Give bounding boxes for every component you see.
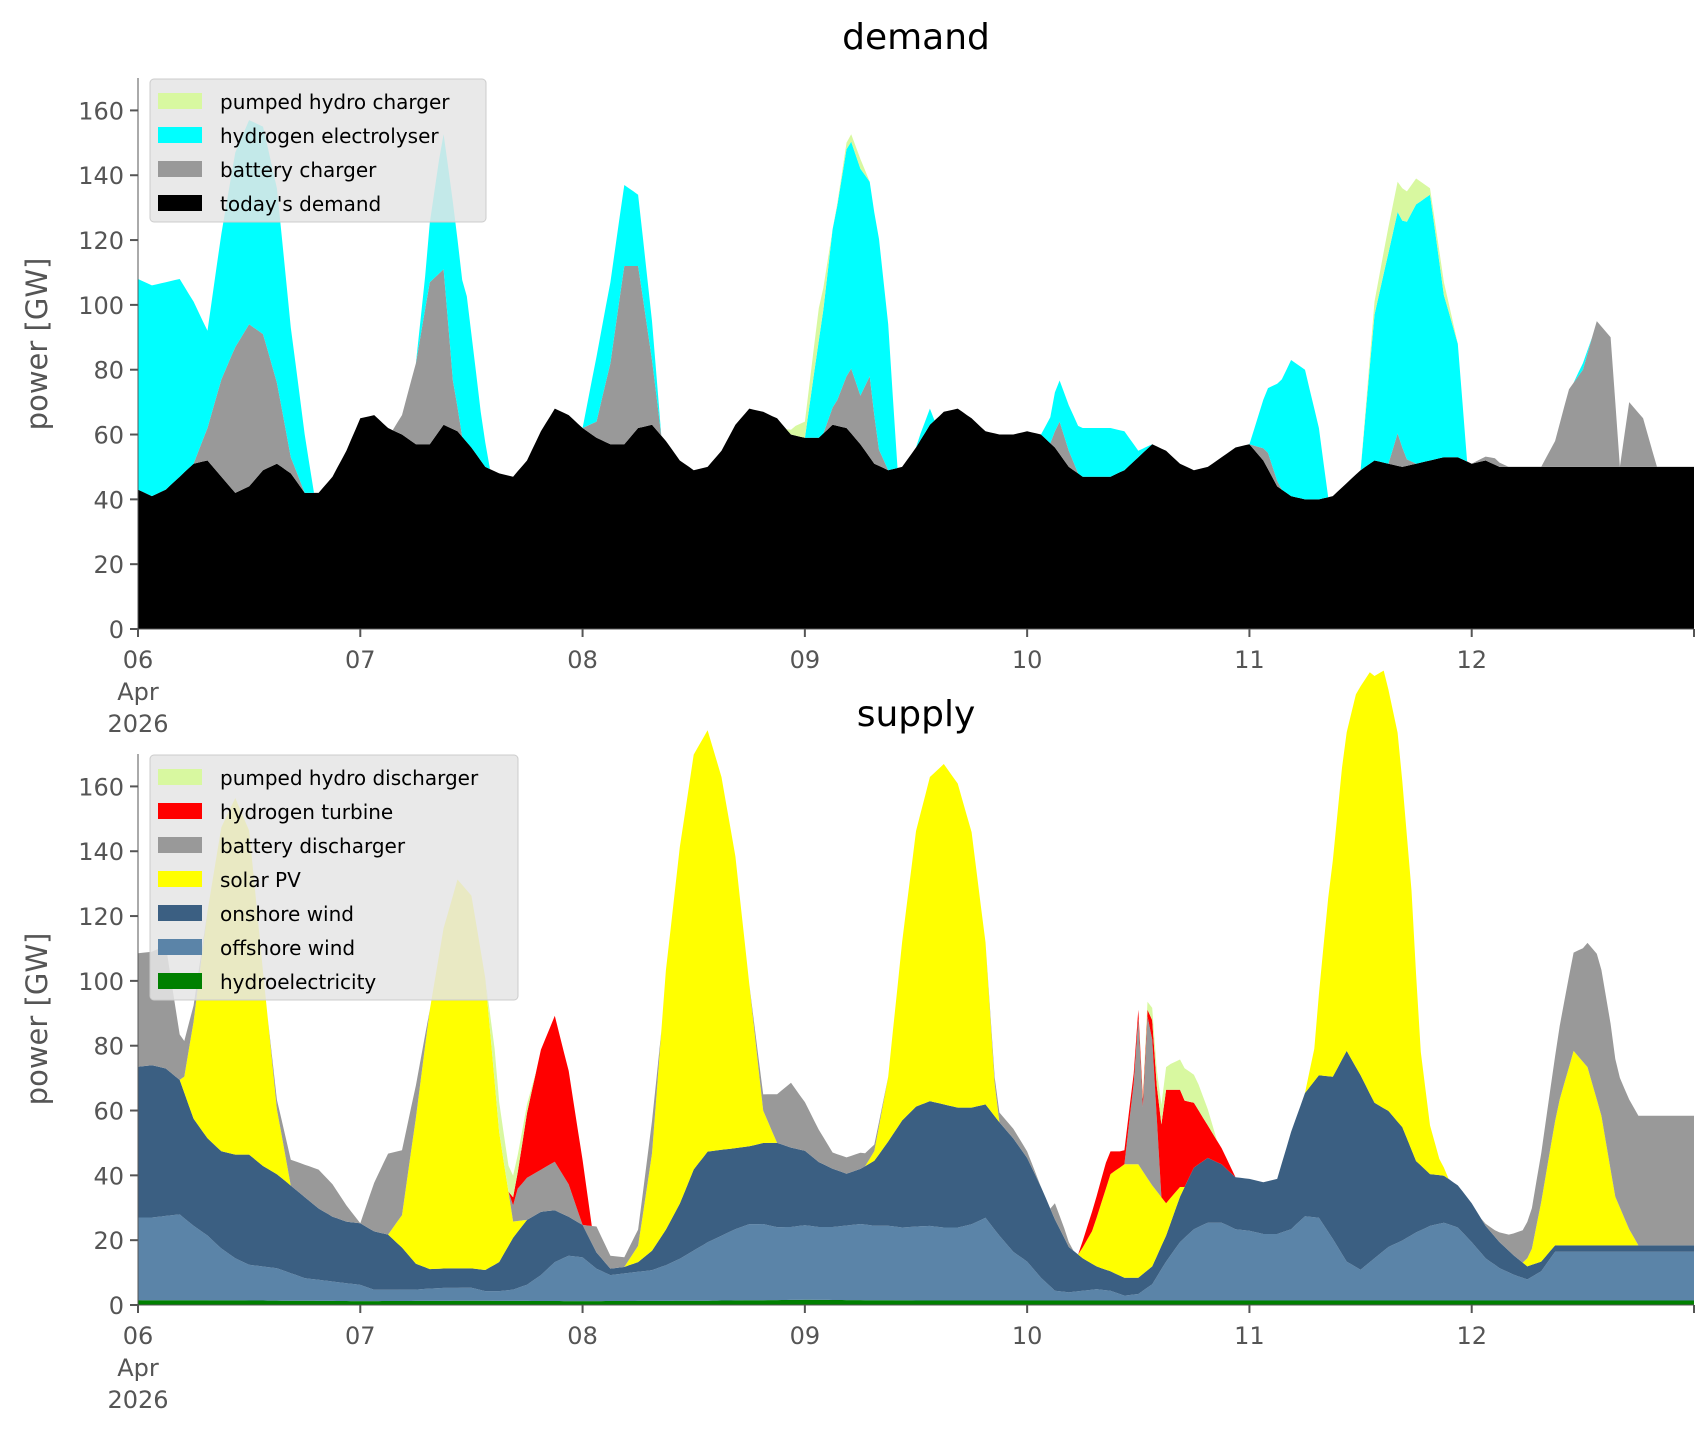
demand-y-axis: 0 20 40 60 80 100 120 140 160 bbox=[78, 78, 139, 644]
demand-x-tick-label: 08 bbox=[567, 646, 598, 674]
supply-legend-label-battery-discharger: battery discharger bbox=[220, 834, 406, 858]
demand-chart-title: demand bbox=[842, 17, 990, 58]
demand-y-tick-label: 0 bbox=[109, 616, 124, 644]
demand-legend: pumped hydro charger hydrogen electrolyse… bbox=[149, 78, 487, 223]
supply-y-tick-label: 20 bbox=[93, 1227, 124, 1255]
demand-legend-box bbox=[149, 78, 487, 223]
demand-plot-area bbox=[138, 120, 1694, 629]
supply-series-offshore-wind bbox=[138, 1214, 1694, 1302]
demand-series-layer bbox=[138, 120, 1694, 629]
demand-x-tick-label: 09 bbox=[790, 646, 821, 674]
demand-x-tick-label: 11 bbox=[1234, 646, 1265, 674]
demand-legend-swatch-pumped-hydro-charger bbox=[158, 93, 202, 109]
supply-legend-swatch-solar-pv bbox=[158, 871, 202, 887]
demand-legend-label-pumped-hydro-charger: pumped hydro charger bbox=[220, 90, 450, 114]
demand-y-tick-label: 40 bbox=[93, 486, 124, 514]
demand-x-tick-label: 06 bbox=[123, 646, 154, 674]
demand-series-battery-charger bbox=[138, 266, 1694, 500]
supply-x-tick-label: 11 bbox=[1234, 1322, 1265, 1350]
supply-y-tick-label: 60 bbox=[93, 1098, 124, 1126]
demand-y-tick-label: 160 bbox=[78, 97, 124, 125]
supply-legend-label-hydroelectricity: hydroelectricity bbox=[220, 970, 376, 994]
supply-legend-swatch-offshore-wind bbox=[158, 939, 202, 955]
supply-legend-label-onshore-wind: onshore wind bbox=[220, 902, 354, 926]
supply-x-tick-label: Apr bbox=[117, 1354, 159, 1382]
supply-chart-title: supply bbox=[857, 694, 976, 735]
demand-y-tick-label: 100 bbox=[78, 292, 124, 320]
demand-x-tick-label: 07 bbox=[345, 646, 376, 674]
demand-x-tick-label: 12 bbox=[1456, 646, 1487, 674]
demand-x-tick-label: Apr bbox=[117, 678, 159, 706]
supply-legend-swatch-pumped-hydro-discharger bbox=[158, 769, 202, 785]
demand-x-tick-label: 10 bbox=[1012, 646, 1043, 674]
supply-series-pumped-hydro-discharger bbox=[138, 670, 1694, 1258]
demand-x-tick-label: 2026 bbox=[107, 710, 168, 738]
supply-legend-label-pumped-hydro-discharger: pumped hydro discharger bbox=[220, 766, 479, 790]
supply-x-tick-label: 2026 bbox=[107, 1386, 168, 1414]
supply-y-tick-label: 0 bbox=[109, 1292, 124, 1320]
supply-x-tick-label: 08 bbox=[567, 1322, 598, 1350]
supply-y-tick-label: 40 bbox=[93, 1162, 124, 1190]
supply-legend-swatch-hydrogen-turbine bbox=[158, 803, 202, 819]
demand-chart: demand 0 20 40 60 80 100 120 140 160 06 Apr 2026 07… bbox=[20, 17, 1695, 738]
demand-legend-swatch-hydrogen-electrolyser bbox=[158, 127, 202, 143]
supply-legend-swatch-battery-discharger bbox=[158, 837, 202, 853]
supply-legend: pumped hydro discharger hydrogen turbine b… bbox=[149, 754, 519, 1001]
supply-legend-box bbox=[149, 754, 519, 1001]
demand-legend-swatch-battery-charger bbox=[158, 161, 202, 177]
supply-series-layer bbox=[138, 670, 1694, 1305]
supply-legend-swatch-hydroelectricity bbox=[158, 973, 202, 989]
supply-plot-area bbox=[138, 670, 1694, 1305]
supply-series-hydroelectricity bbox=[138, 1299, 1694, 1305]
supply-y-tick-label: 120 bbox=[78, 903, 124, 931]
demand-legend-swatch-today-s-demand bbox=[158, 195, 202, 211]
supply-series-solar-pv bbox=[138, 670, 1694, 1278]
supply-legend-swatch-onshore-wind bbox=[158, 905, 202, 921]
demand-y-tick-label: 120 bbox=[78, 227, 124, 255]
supply-series-battery-discharger bbox=[138, 670, 1694, 1269]
demand-y-tick-label: 80 bbox=[93, 357, 124, 385]
supply-y-axis: 0 20 40 60 80 100 120 140 160 bbox=[78, 754, 139, 1320]
supply-y-tick-label: 100 bbox=[78, 968, 124, 996]
supply-x-tick-label: 10 bbox=[1012, 1322, 1043, 1350]
demand-y-tick-label: 60 bbox=[93, 422, 124, 450]
supply-y-axis-label: power [GW] bbox=[20, 933, 54, 1106]
demand-y-tick-label: 20 bbox=[93, 551, 124, 579]
demand-y-tick-label: 140 bbox=[78, 162, 124, 190]
supply-y-tick-label: 80 bbox=[93, 1033, 124, 1061]
supply-legend-label-offshore-wind: offshore wind bbox=[220, 936, 355, 960]
supply-y-tick-label: 160 bbox=[78, 773, 124, 801]
supply-x-axis: 06 Apr 2026 07 08 09 10 11 12 bbox=[107, 1304, 1695, 1414]
supply-x-tick-label: 07 bbox=[345, 1322, 376, 1350]
demand-x-axis: 06 Apr 2026 07 08 09 10 11 12 bbox=[107, 628, 1695, 738]
demand-series-hydrogen-electrolyser bbox=[138, 120, 1694, 500]
supply-x-tick-label: 12 bbox=[1456, 1322, 1487, 1350]
supply-legend-label-solar-pv: solar PV bbox=[220, 868, 301, 892]
supply-x-tick-label: 09 bbox=[790, 1322, 821, 1350]
demand-legend-label-today-s-demand: today's demand bbox=[220, 192, 381, 216]
supply-y-tick-label: 140 bbox=[78, 838, 124, 866]
demand-series-today-s-demand bbox=[138, 408, 1694, 629]
demand-legend-label-hydrogen-electrolyser: hydrogen electrolyser bbox=[220, 124, 439, 148]
demand-legend-label-battery-charger: battery charger bbox=[220, 158, 377, 182]
supply-series-onshore-wind bbox=[138, 1050, 1694, 1296]
supply-legend-label-hydrogen-turbine: hydrogen turbine bbox=[220, 800, 393, 824]
supply-x-tick-label: 06 bbox=[123, 1322, 154, 1350]
supply-chart: supply 0 20 40 60 80 100 120 140 160 06 Apr 2026 07… bbox=[20, 670, 1695, 1414]
demand-y-axis-label: power [GW] bbox=[20, 258, 54, 431]
